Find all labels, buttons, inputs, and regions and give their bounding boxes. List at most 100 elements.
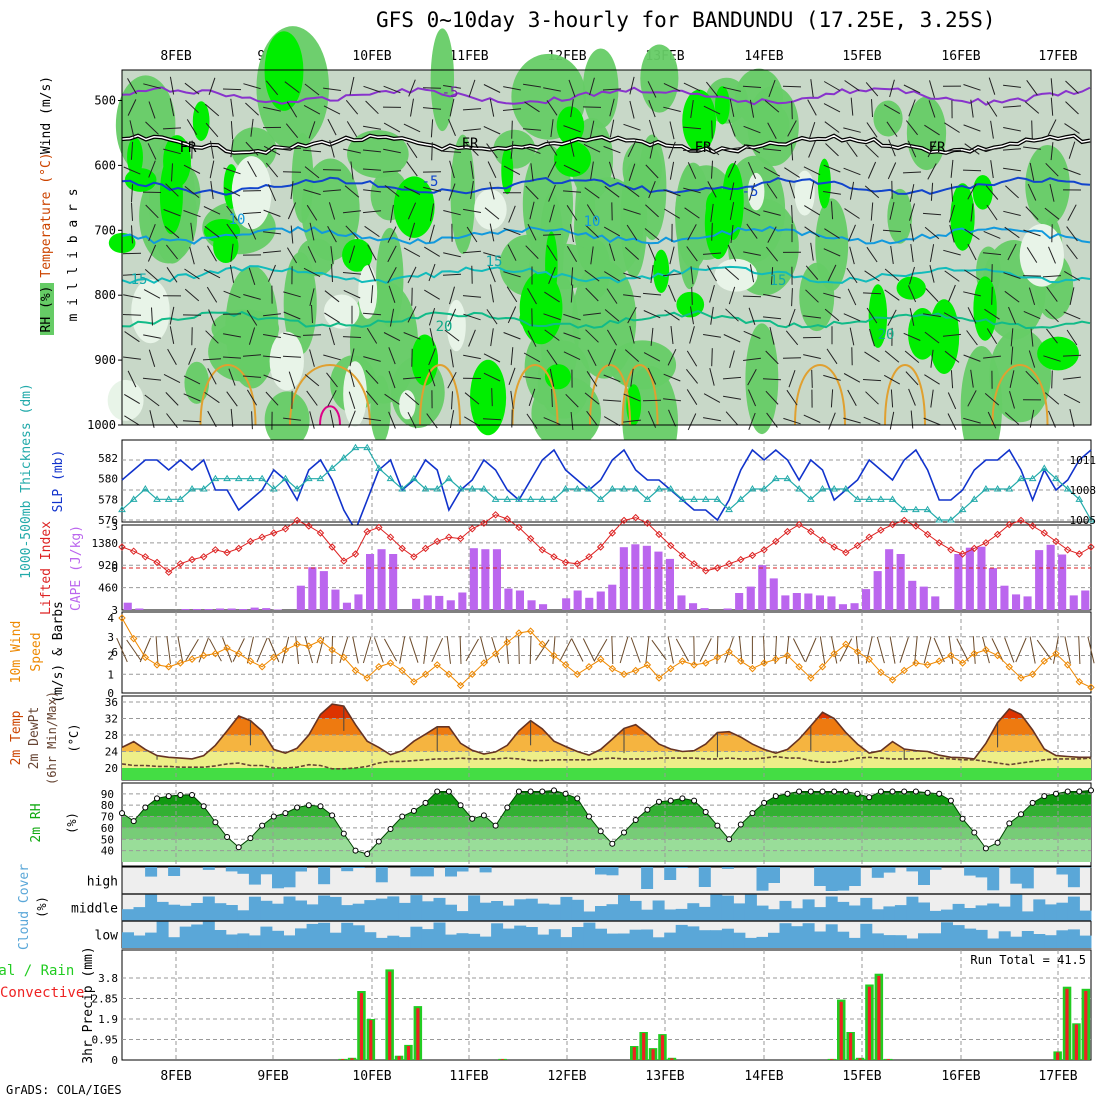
cape-bar <box>631 544 640 610</box>
wind-barb <box>1030 328 1034 347</box>
wind-barb <box>1027 183 1037 201</box>
thickness-marker <box>970 495 979 502</box>
li-marker <box>842 548 850 557</box>
thickness-marker <box>199 485 208 492</box>
cloud-cover-cell <box>156 901 169 921</box>
wind-barb <box>706 81 718 97</box>
wind-barb <box>283 332 301 338</box>
rh-mid-region <box>622 140 662 198</box>
thickness-marker <box>806 495 815 502</box>
wind-barb <box>930 182 934 201</box>
rh-marker <box>936 790 943 797</box>
wind-barb <box>388 347 396 365</box>
wind-barb <box>843 167 861 176</box>
wind-barb <box>246 389 258 406</box>
wind-barb <box>384 393 400 405</box>
wind-barb <box>724 267 740 280</box>
cloud-cover-cell <box>675 867 688 868</box>
panel-frame <box>121 611 1092 694</box>
cape-bar <box>527 600 536 610</box>
wind-barb <box>443 252 461 258</box>
cape-bar <box>296 585 305 610</box>
wind-barb <box>929 80 935 98</box>
rh-marker <box>410 807 417 814</box>
wind-barb <box>764 100 780 113</box>
x-tick-top: 17FEB <box>1038 49 1077 64</box>
thickness-tick-label: 582 <box>98 452 118 465</box>
cape-bar <box>977 546 986 610</box>
cloud-cover-cell <box>133 935 146 948</box>
rh-high-region <box>950 183 975 251</box>
wind-barb <box>603 145 621 154</box>
wind-barb <box>650 327 654 346</box>
rh-low-region <box>399 390 416 420</box>
wind-speed-marker <box>1028 670 1037 678</box>
rh-marker <box>189 792 195 798</box>
wind-barb <box>226 223 238 239</box>
wind-barb <box>982 252 1002 256</box>
wind-barb <box>1025 206 1039 220</box>
cloud-cover-cell <box>768 867 780 883</box>
wind-barb <box>664 208 680 219</box>
wind-barb <box>163 373 181 384</box>
wind-barb <box>729 350 735 369</box>
rh-marker <box>200 803 207 810</box>
wind-barb <box>208 77 216 95</box>
rh-high-region <box>545 231 558 299</box>
thickness-marker <box>515 495 523 502</box>
rh-marker <box>247 835 254 842</box>
cloud-cover-cell <box>733 903 746 921</box>
wind-barb <box>586 204 598 221</box>
wind-barb <box>203 269 221 279</box>
wind-barb <box>327 118 337 136</box>
wind-barb <box>122 252 142 255</box>
wind-barb <box>165 392 179 406</box>
wind-barb <box>962 169 982 172</box>
wind-barb <box>1044 392 1060 405</box>
wind-barb <box>470 160 474 179</box>
li-marker <box>468 525 476 533</box>
wind-barb <box>265 391 279 406</box>
li-marker <box>631 513 640 522</box>
wind-barb <box>407 411 417 429</box>
cloud-cover-cell <box>445 867 457 877</box>
wind-barb <box>1047 119 1057 136</box>
thickness-marker <box>620 485 628 492</box>
wind-barb <box>627 306 637 324</box>
wind-barb <box>183 393 201 402</box>
wind-speed-marker <box>515 629 523 637</box>
wind-barb <box>527 223 537 241</box>
cloud-level-label: middle <box>71 902 118 917</box>
wind-barb <box>167 348 177 365</box>
cloud-cover-cell <box>1079 935 1092 948</box>
x-tick-bottom: 12FEB <box>547 1069 586 1084</box>
rh-marker <box>621 829 627 836</box>
li-marker <box>573 560 582 568</box>
rh-marker <box>667 797 674 804</box>
wind-barb <box>563 125 581 133</box>
li-tick-label: -3 <box>105 520 118 533</box>
cape-bar <box>504 588 513 610</box>
cloud-cover-cell <box>410 867 423 877</box>
cloud-cover-cell <box>445 904 457 921</box>
rh-marker <box>457 802 464 809</box>
cloud-cover-cell <box>1021 931 1034 948</box>
rh-mid-region <box>1025 145 1070 226</box>
surface-wind-barb <box>1004 637 1015 663</box>
wind-barb <box>584 269 600 282</box>
surface-wind-barb <box>839 638 853 662</box>
rh-marker <box>842 788 849 795</box>
wind-barb <box>303 189 321 196</box>
li-marker <box>1017 516 1025 525</box>
wind-speed-marker <box>1005 663 1013 671</box>
wind-barb <box>1063 167 1081 176</box>
surface-wind-barb <box>675 638 689 662</box>
li-marker <box>526 534 535 543</box>
wind-barb <box>526 413 538 429</box>
wind-barb <box>450 349 454 368</box>
wind-barb <box>503 86 521 91</box>
wind-speed-marker <box>351 666 360 675</box>
cloud-cover-cell <box>168 937 181 948</box>
cloud-cover-cell <box>145 894 158 921</box>
wind-barb <box>406 142 418 159</box>
